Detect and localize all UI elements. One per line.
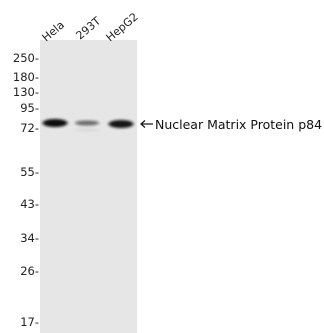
protein-bands <box>42 119 134 132</box>
arrow-left-icon <box>140 120 153 128</box>
mw-label-72: 72- <box>20 121 39 135</box>
faint-smear-293t <box>75 128 99 132</box>
mw-label-130: 130- <box>13 85 39 99</box>
band-293t <box>75 120 99 126</box>
mw-label-250: 250- <box>13 51 39 65</box>
lane-label-293t: 293T <box>74 14 104 42</box>
band-hela <box>42 119 68 127</box>
mw-label-95: 95- <box>20 101 39 115</box>
target-protein-label: Nuclear Matrix Protein p84 <box>155 117 322 132</box>
band-hepg2 <box>108 120 134 128</box>
blot-membrane <box>40 40 137 333</box>
lane-labels: Hela 293T HepG2 <box>40 10 141 44</box>
molecular-weight-markers: 250- 180- 130- 95- 72- 55- 43- 34- 26- 1… <box>13 51 39 329</box>
lane-label-hepg2: HepG2 <box>104 10 141 44</box>
mw-label-17: 17- <box>20 315 39 329</box>
mw-label-34: 34- <box>20 231 39 245</box>
mw-label-55: 55- <box>20 165 39 179</box>
mw-label-180: 180- <box>13 70 39 84</box>
mw-label-26: 26- <box>20 264 39 278</box>
target-annotation: Nuclear Matrix Protein p84 <box>140 117 322 132</box>
mw-label-43: 43- <box>20 197 39 211</box>
